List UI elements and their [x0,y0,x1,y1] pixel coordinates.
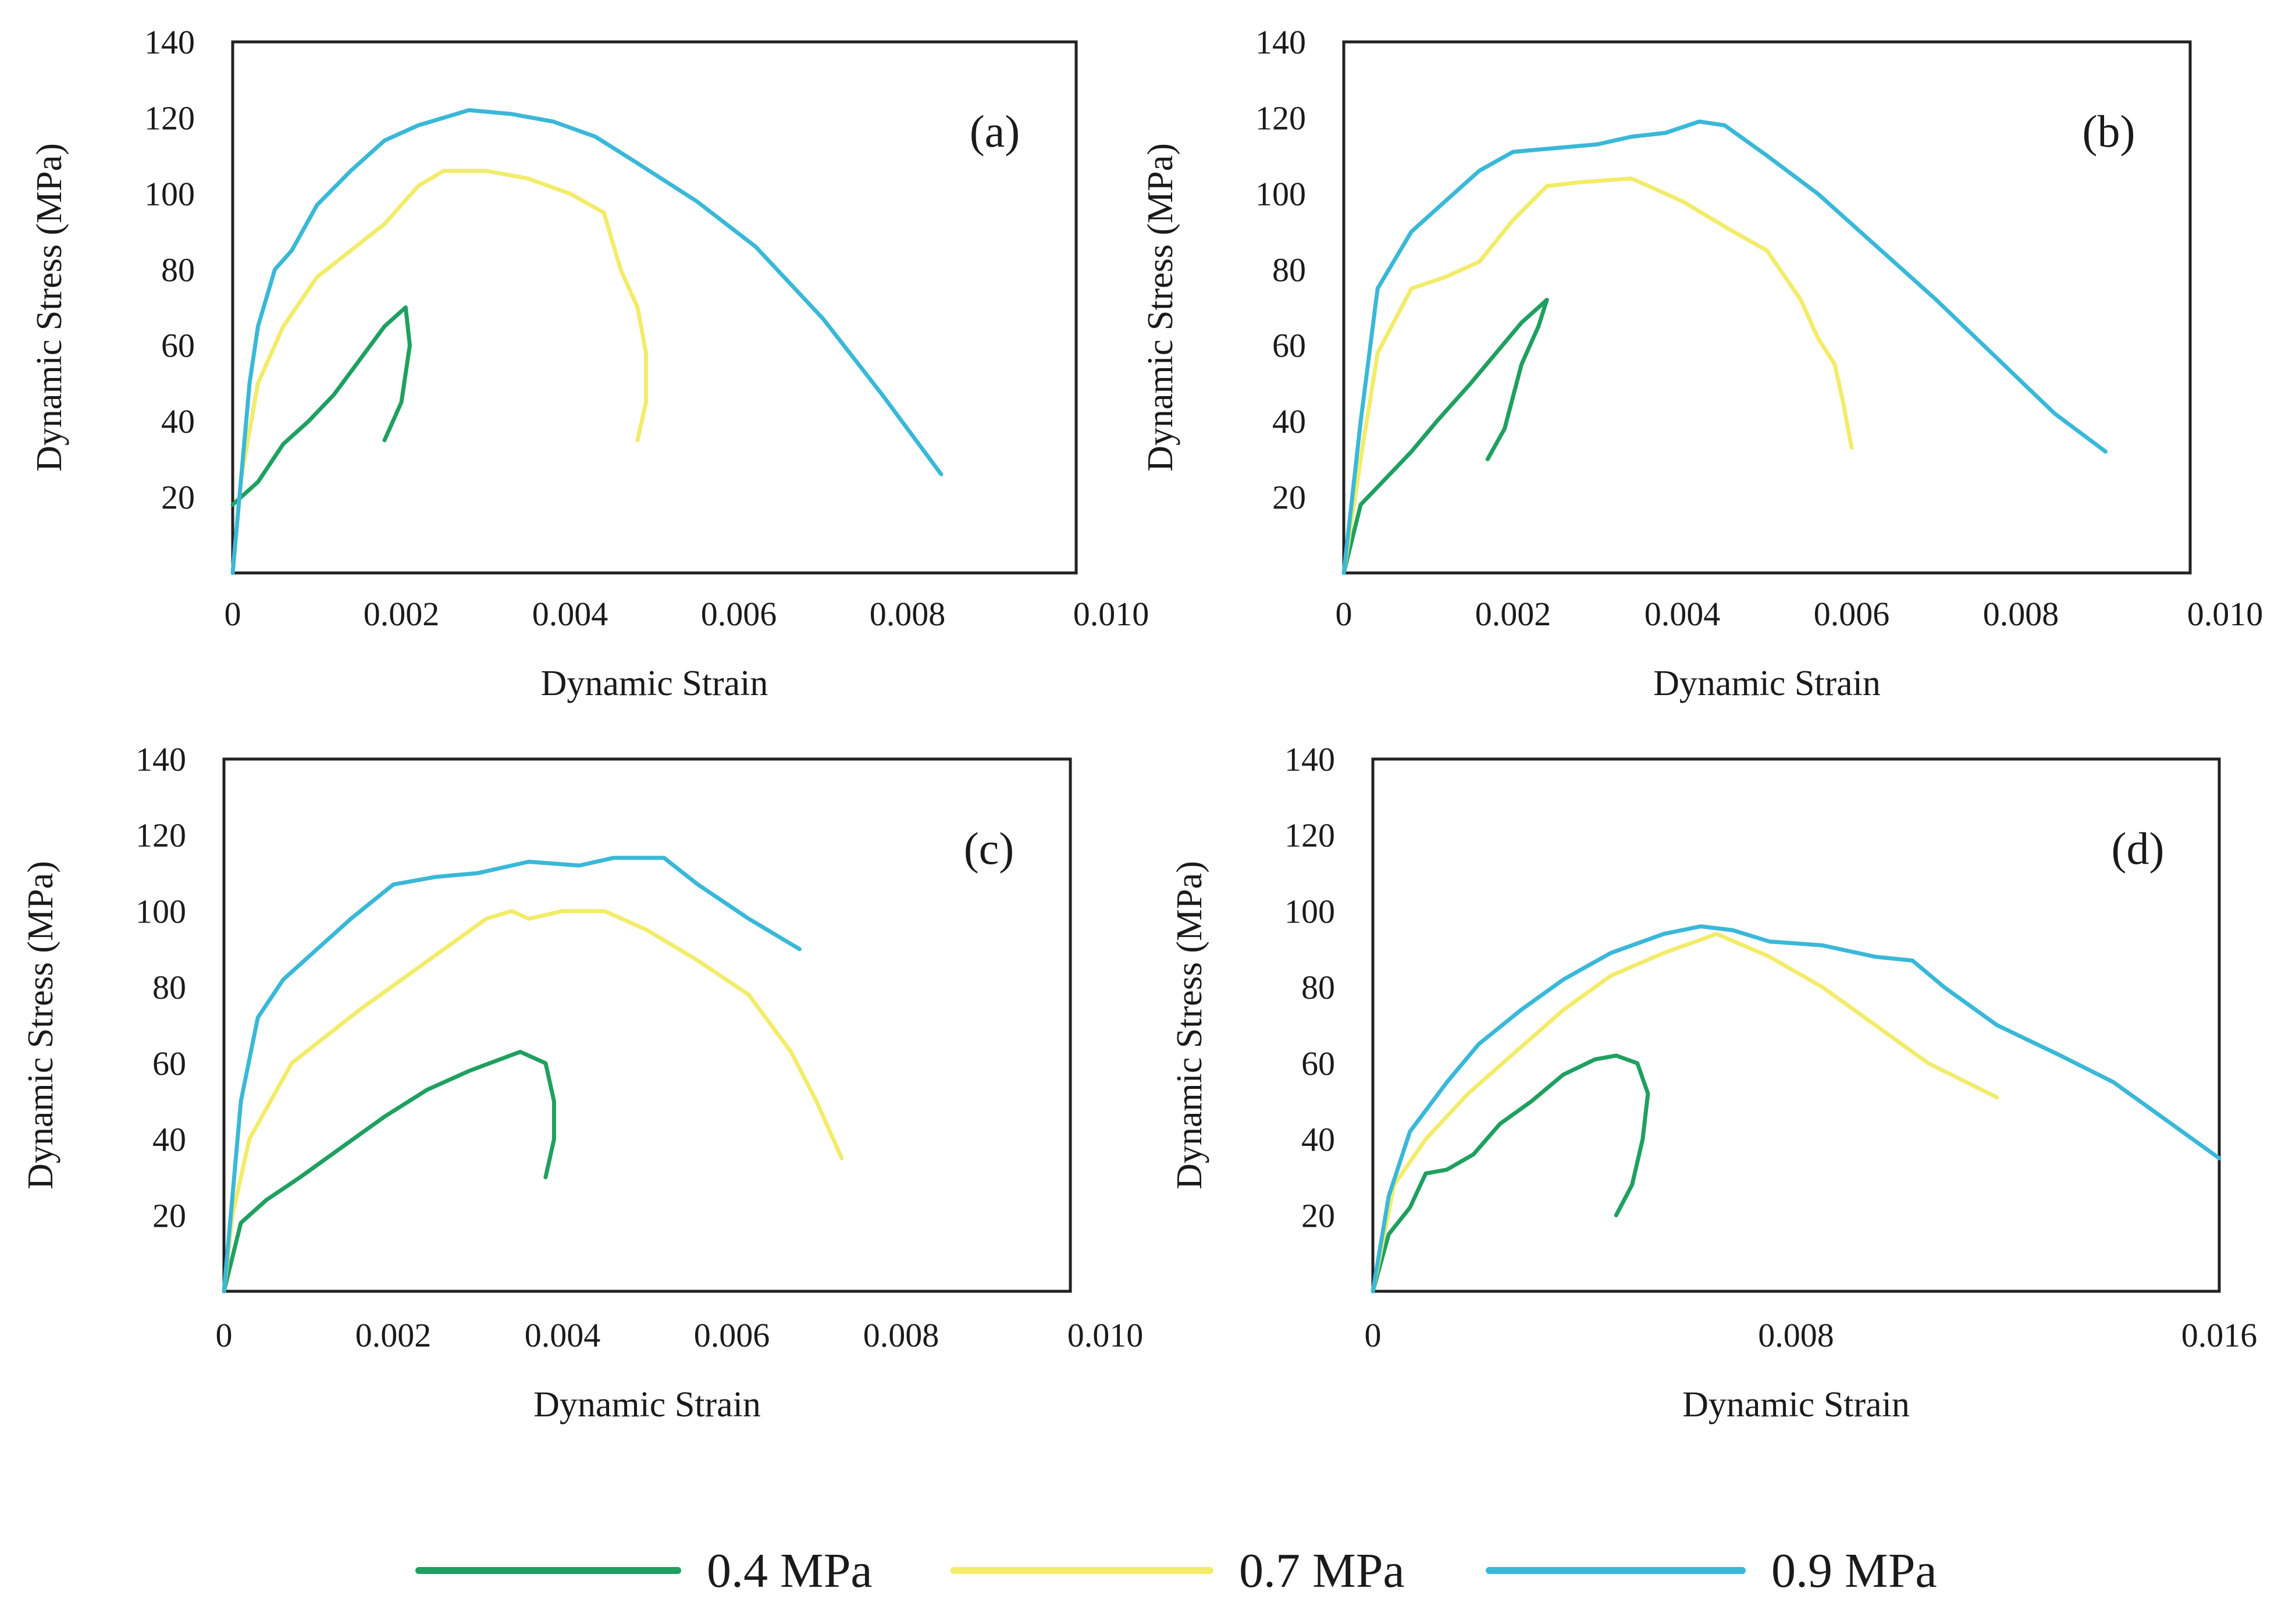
series-line-04mpa: 0.4 MPa [230,305,412,507]
panel-label: (b) [2083,106,2135,156]
y-tick-label: 80 [152,968,186,1006]
panel-label: (c) [964,823,1015,874]
y-tick-label: 140 [136,740,186,778]
y-tick-label: 60 [152,1045,186,1082]
y-tick-label: 40 [1301,1121,1335,1159]
y-tick-label: 20 [1301,1196,1335,1234]
legend-label: 0.9 MPa [1771,1544,1937,1598]
x-axis-title: Dynamic Strain [1653,664,1881,703]
x-axis-title: Dynamic Strain [533,1385,761,1424]
y-tick-label: 120 [1255,99,1306,137]
legend-item: 0.9 MPa [1486,1544,1937,1598]
series-line-07mpa: 0.7 MPa [222,909,844,1294]
legend-label: 0.4 MPa [707,1544,873,1598]
series-line-09mpa: 0.9 MPa [1371,924,2222,1294]
y-axis-title: Dynamic Stress (MPa) [30,143,69,472]
y-tick-label: 140 [1255,23,1306,61]
x-tick-label: 0.006 [694,1316,770,1354]
x-tick-label: 0.008 [1983,595,2059,633]
y-tick-label: 100 [1284,892,1335,930]
y-tick-label: 40 [161,403,195,440]
plot-frame [1342,40,2192,575]
legend-label: 0.7 MPa [1239,1544,1405,1598]
y-tick-label: 60 [161,327,195,365]
x-tick-label: 0.008 [863,1316,939,1354]
y-tick-label: 120 [144,99,195,137]
y-tick-label: 40 [1272,403,1306,440]
y-axis-title: Dynamic Stress (MPa) [1170,861,1209,1189]
y-tick-label: 60 [1301,1045,1335,1082]
y-tick-label: 100 [144,175,195,213]
x-tick-label: 0.008 [870,595,946,633]
chart-panel-d: 20 40 60 80 100 120 140 0 0.008 0.016 Dynamic Stra… [1170,740,2257,1424]
y-tick-label: 40 [152,1121,186,1159]
series-line-04mpa: 0.4 MPa [222,1049,556,1294]
series-line-09mpa: 0.9 MPa [230,108,944,575]
x-tick-label: 0.002 [364,595,440,633]
y-axis-title: Dynamic Stress (MPa) [21,861,60,1189]
y-tick-label: 80 [1272,251,1306,289]
series-line-07mpa: 0.7 MPa [230,169,648,575]
x-tick-label: 0.004 [532,595,608,633]
series-line-04mpa: 0.4 MPa [1371,1053,1650,1294]
x-tick-label: 0 [1365,1316,1382,1354]
y-tick-label: 140 [144,23,195,61]
y-tick-label: 80 [1301,968,1335,1006]
x-tick-label: 0.010 [1067,1316,1144,1354]
y-tick-label: 100 [136,892,186,930]
x-tick-label: 0.002 [355,1316,432,1354]
x-tick-label: 0.006 [1814,595,1890,633]
y-tick-label: 140 [1284,740,1335,778]
series-line-09mpa: 0.9 MPa [1341,119,2108,575]
y-tick-label: 20 [152,1196,186,1234]
legend-item: 0.7 MPa [951,1544,1405,1598]
x-tick-label: 0.006 [701,595,777,633]
y-tick-label: 60 [1272,327,1306,365]
x-tick-label: 0.004 [1645,595,1721,633]
x-tick-label: 0.008 [1758,1316,1834,1354]
x-tick-label: 0 [225,595,241,633]
y-axis-title: Dynamic Stress (MPa) [1141,143,1180,472]
y-tick-label: 20 [161,479,195,517]
series-line-07mpa: 0.7 MPa [1341,176,1854,575]
chart-panel-a: 20 40 60 80 100 120 140 0 0.002 0.004 0.006 0.008 0.… [30,23,1149,703]
y-tick-label: 120 [1284,817,1335,854]
y-tick-label: 80 [161,251,195,289]
x-tick-label: 0.002 [1475,595,1551,633]
legend: 0.4 MPa 0.7 MPa 0.9 MPa [415,1544,1937,1598]
plot-frame [1371,757,2221,1293]
y-tick-label: 100 [1255,175,1306,213]
series-line-07mpa: 0.7 MPa [1371,932,1999,1294]
series-line-09mpa: 0.9 MPa [222,856,802,1294]
y-tick-label: 120 [136,817,186,854]
x-tick-label: 0.010 [1073,595,1149,633]
x-tick-label: 0.004 [525,1316,601,1354]
plot-frame [222,757,1072,1293]
y-tick-label: 20 [1272,479,1306,517]
x-axis-title: Dynamic Strain [1682,1385,1910,1424]
panel-label: (a) [970,106,1020,156]
series-line-04mpa: 0.4 MPa [1341,298,1549,575]
x-tick-label: 0 [216,1316,233,1354]
x-tick-label: 0.010 [2187,595,2263,633]
panel-label: (d) [2112,823,2165,874]
x-axis-title: Dynamic Strain [541,664,768,703]
x-tick-label: 0 [1336,595,1352,633]
x-tick-label: 0.016 [2181,1316,2258,1354]
panels: 20 40 60 80 100 120 140 0 0.002 0.004 0.006 0.008 0.… [21,23,2263,1424]
chart-panel-b: 20 40 60 80 100 120 140 0 0.002 0.004 0.006 0.008 0.… [1141,23,2263,703]
legend-item: 0.4 MPa [415,1544,873,1598]
chart-panel-c: 20 40 60 80 100 120 140 0 0.002 0.004 0.006 0.008 0.… [21,740,1143,1424]
plot-frame [231,40,1078,575]
